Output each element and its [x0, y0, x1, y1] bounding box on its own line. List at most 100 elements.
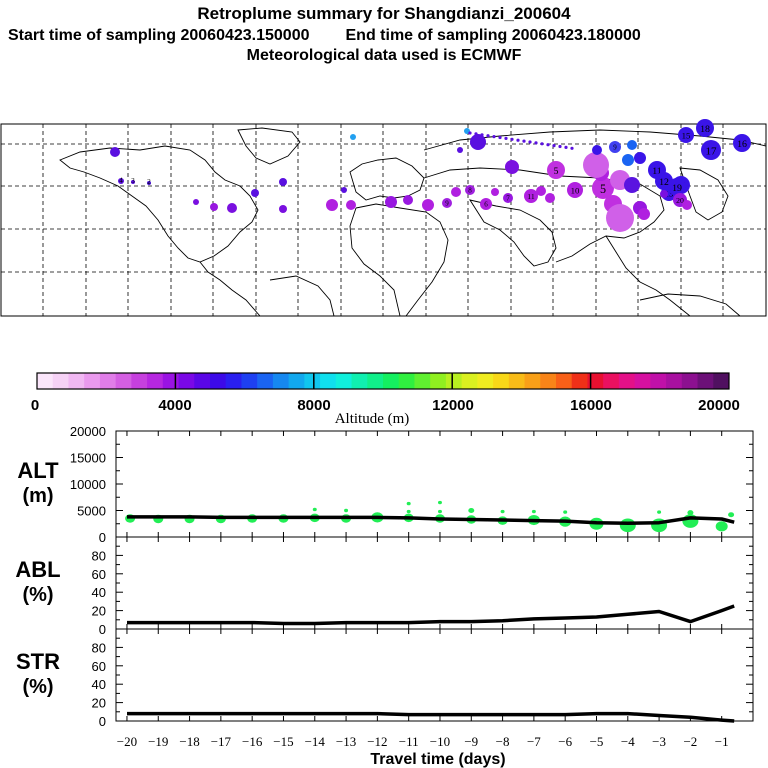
map-marker: 11	[524, 189, 538, 203]
y-tick-label: 80	[92, 548, 106, 563]
altitude-point	[619, 518, 636, 533]
colorbar-cell	[603, 373, 620, 389]
altitude-point	[500, 509, 505, 514]
map-trajectory-dot	[470, 134, 486, 150]
colorbar-cell	[68, 373, 85, 389]
map-trajectory-dot	[516, 138, 520, 142]
colorbar-tick-20000: 20000	[698, 397, 740, 414]
colorbar-cells	[37, 373, 730, 389]
y-tick-label: 60	[92, 659, 106, 674]
map-trajectory-dot	[546, 143, 550, 147]
x-tick-label: −19	[148, 734, 168, 749]
x-tick-label: −6	[558, 734, 572, 749]
panel-alt: 0 5000 10000 15000 20000 ALT(m)	[17, 424, 754, 545]
map-marker: 2	[147, 178, 151, 186]
map-trajectory-dot	[545, 193, 555, 203]
colorbar-cell	[571, 373, 588, 389]
map-marker: 9	[442, 198, 452, 208]
colorbar-cell	[288, 373, 305, 389]
colorbar-cell	[194, 373, 211, 389]
y-tick-label: 60	[92, 567, 106, 582]
altitude-point	[406, 501, 411, 506]
map-marker-label: 20	[676, 196, 684, 205]
x-tick-label: −10	[430, 734, 450, 749]
colorbar-tick-12000: 12000	[432, 397, 474, 414]
colorbar-cell	[713, 373, 730, 389]
colorbar-cell	[304, 373, 321, 389]
colorbar-tick-8000: 8000	[297, 397, 330, 414]
x-tick-label: −9	[464, 734, 478, 749]
map-trajectory-dot	[505, 160, 519, 174]
colorbar-cell	[461, 373, 478, 389]
y-tick-label: 20	[92, 696, 106, 711]
map-trajectory-dot	[638, 208, 650, 220]
colorbar-cell	[115, 373, 132, 389]
sampling-times: Start time of sampling 20060423.150000 En…	[8, 26, 641, 46]
x-tick-label: −7	[527, 734, 541, 749]
map-trajectory-dot	[227, 203, 237, 213]
y-tick-label: 5000	[77, 504, 106, 519]
x-tick-label: −11	[399, 734, 419, 749]
x-tick-label: −3	[652, 734, 666, 749]
colorbar-cell	[398, 373, 415, 389]
map-trajectory-dot	[341, 187, 347, 193]
x-tick-label: −17	[211, 734, 232, 749]
x-tick-label: −8	[496, 734, 510, 749]
colorbar-cell	[383, 373, 400, 389]
colorbar-cell	[225, 373, 242, 389]
map-marker-label: 12	[659, 177, 669, 188]
x-tick-label: −16	[242, 734, 263, 749]
map-marker: 18	[696, 119, 714, 137]
y-tick-label: 80	[92, 640, 106, 655]
colorbar-cell	[430, 373, 447, 389]
colorbar-cell	[257, 373, 274, 389]
altitude-point	[406, 509, 411, 514]
colorbar-cell	[650, 373, 667, 389]
map-trajectory-dot	[583, 152, 609, 178]
altitude-point	[437, 509, 442, 514]
map-trajectory-dot	[510, 137, 514, 141]
map-trajectory-dot	[492, 135, 496, 139]
map-trajectory-dot	[403, 195, 413, 205]
colorbar-cell	[666, 373, 683, 389]
altitude-point	[715, 521, 728, 532]
map-trajectory-dot	[279, 178, 287, 186]
colorbar-cell	[697, 373, 714, 389]
map-trajectory-dot	[193, 199, 199, 205]
map-marker-label: 8	[468, 186, 472, 194]
map-marker-label: 2	[147, 178, 151, 186]
map-trajectory-dot	[660, 190, 668, 198]
y-axis-label-str: STR	[16, 649, 60, 674]
colorbar-cell	[131, 373, 148, 389]
map-trajectory-dot	[451, 187, 461, 197]
colorbar-cell	[540, 373, 557, 389]
chart-title: Retroplume summary for Shangdianzi_20060…	[197, 4, 571, 23]
colorbar-cell	[37, 373, 54, 389]
x-tick-label: −20	[117, 734, 137, 749]
colorbar-cell	[508, 373, 526, 389]
map-trajectory-dot	[498, 135, 502, 140]
y-tick-label: 0	[99, 622, 106, 637]
colorbar-cell	[618, 373, 636, 389]
x-tick-label: −14	[305, 734, 326, 749]
map-trajectory-dot	[110, 147, 120, 157]
colorbar-cell	[524, 373, 541, 389]
map-marker: 8	[465, 185, 475, 195]
y-axis-unit-abl: (%)	[22, 584, 53, 606]
colorbar-label: Altitude (m)	[335, 411, 410, 427]
x-tick-label: −1	[715, 734, 729, 749]
series-line-alt	[127, 515, 735, 525]
map-marker: 5	[547, 161, 565, 179]
colorbar-cell	[634, 373, 651, 389]
map-trajectory-dot	[627, 140, 637, 150]
x-axis-label: Travel time (days)	[370, 751, 505, 768]
timeseries-panels: 05000100001500020000ALT(m)020406080ABL(%…	[15, 424, 754, 749]
map-trajectory-dot	[534, 141, 538, 145]
colorbar-cell	[272, 373, 290, 389]
altitude-colorbar: 0 4000 8000 12000 16000 20000 Altitude (…	[31, 372, 740, 427]
colorbar-cell	[320, 373, 337, 389]
altitude-point	[657, 510, 662, 514]
map-trajectory-dot	[457, 147, 463, 153]
colorbar-cell	[99, 373, 117, 389]
